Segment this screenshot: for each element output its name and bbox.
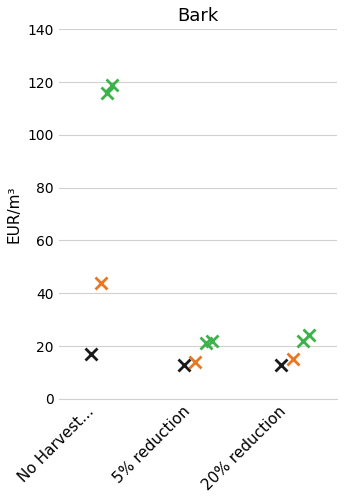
Title: Bark: Bark (177, 7, 218, 25)
Y-axis label: EUR/m³: EUR/m³ (7, 186, 22, 243)
